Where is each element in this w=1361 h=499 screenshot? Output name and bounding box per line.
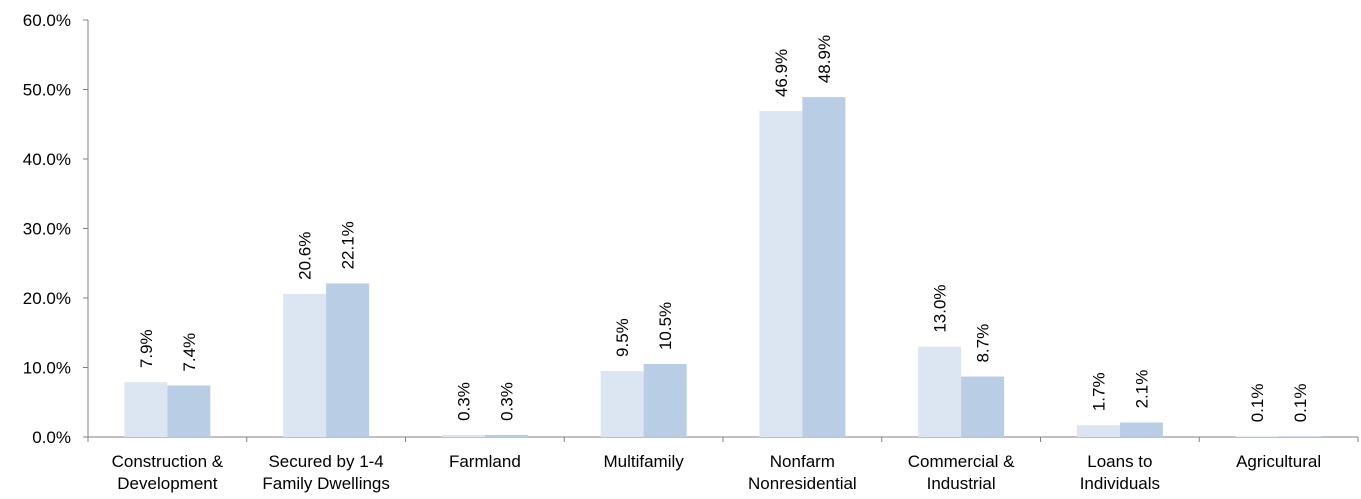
data-label: 2.1% [1132, 370, 1151, 409]
x-tick-label: Secured by 1-4 Family Dwellings [262, 452, 390, 493]
y-tick-label: 50.0% [23, 81, 71, 100]
x-tick-label: Construction & Development [112, 452, 224, 493]
y-axis: 0.0% 10.0% 20.0% 30.0% 40.0% 50.0% 60.0% [23, 11, 89, 447]
x-tick-label: Farmland [449, 452, 521, 471]
y-tick-label: 30.0% [23, 220, 71, 239]
y-tick-label: 0.0% [32, 428, 71, 447]
data-label: 46.9% [772, 49, 791, 97]
bar [918, 346, 962, 437]
bar [961, 376, 1005, 437]
data-label: 7.4% [180, 333, 199, 372]
bar [283, 293, 327, 437]
bars [124, 97, 1322, 438]
data-label: 0.1% [1291, 384, 1310, 423]
data-label: 10.5% [656, 302, 675, 350]
bar [441, 434, 485, 437]
bar [124, 382, 168, 437]
bar [759, 111, 803, 438]
data-label: 0.3% [497, 382, 516, 421]
data-label: 48.9% [815, 35, 834, 83]
data-label: 8.7% [974, 324, 993, 363]
data-label: 20.6% [296, 232, 315, 280]
bar [167, 385, 211, 437]
y-tick-label: 60.0% [23, 11, 71, 30]
x-tick-label: Multifamily [603, 452, 684, 471]
data-label: 1.7% [1089, 372, 1108, 411]
y-tick-label: 40.0% [23, 150, 71, 169]
bar [1076, 425, 1120, 437]
data-label: 22.1% [339, 221, 358, 269]
bar [484, 434, 528, 437]
data-labels: 7.9% 7.4% 20.6% 22.1% 0.3% 0.3% 9.5% 10.5% 46.9%… [137, 35, 1310, 422]
x-tick-label: Agricultural [1236, 452, 1321, 471]
bar [600, 370, 644, 437]
data-label: 0.3% [454, 382, 473, 421]
bar [802, 97, 846, 438]
x-tick-label: Nonfarm Nonresidential [748, 452, 857, 493]
bar [643, 364, 687, 437]
bar [1235, 436, 1279, 437]
bar [1119, 422, 1163, 437]
bar [326, 283, 370, 437]
data-label: 7.9% [137, 329, 156, 368]
data-label: 9.5% [613, 318, 632, 357]
y-tick-label: 10.0% [23, 359, 71, 378]
x-tick-label: Loans to Individuals [1080, 452, 1160, 493]
y-tick-label: 20.0% [23, 289, 71, 308]
x-tick-label: Commercial & Industrial [908, 452, 1015, 493]
data-label: 13.0% [931, 284, 950, 332]
x-axis: Construction & Development Secured by 1-4 F… [87, 436, 1359, 493]
data-label: 0.1% [1248, 384, 1267, 423]
bar [1278, 436, 1322, 437]
